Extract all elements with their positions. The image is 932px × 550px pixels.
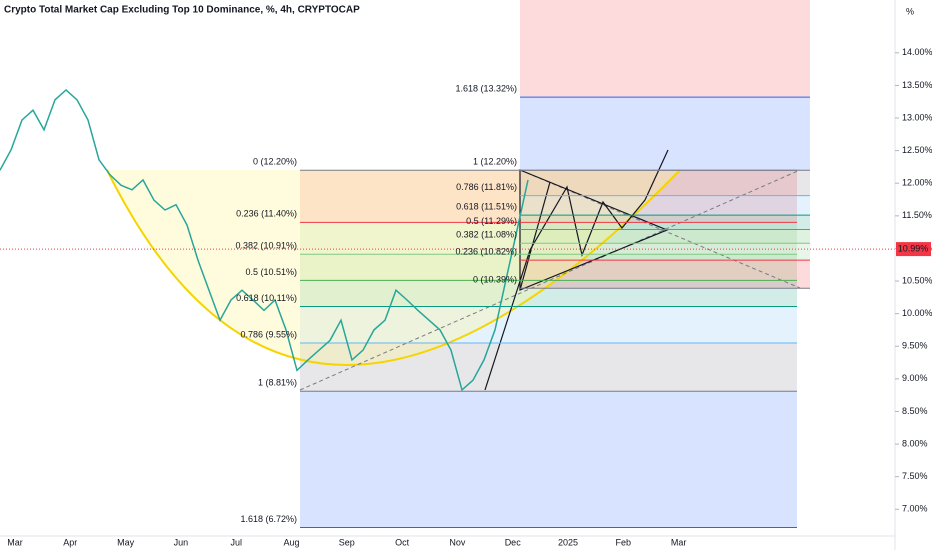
fib-zone <box>520 0 810 98</box>
fib-label: 0.236 (10.82%) <box>455 247 517 257</box>
axis-unit: % <box>906 6 914 16</box>
x-tick-label: Aug <box>283 537 299 547</box>
fib-band <box>520 229 810 244</box>
y-tick-label: 14.00% <box>902 47 932 57</box>
y-tick-label: 13.50% <box>902 80 932 90</box>
x-tick-label: Mar <box>671 537 687 547</box>
x-tick-label: Apr <box>63 537 77 547</box>
cup-curve <box>106 169 681 366</box>
chart-title: Crypto Total Market Cap Excluding Top 10… <box>4 5 360 16</box>
fib-label: 0.618 (10.11%) <box>236 293 297 303</box>
y-tick-label: 12.50% <box>902 145 932 155</box>
fib-label: 1.618 (13.32%) <box>455 84 517 94</box>
y-tick-label: 8.00% <box>902 438 928 448</box>
y-tick-label: 8.50% <box>902 406 928 416</box>
fib-band <box>520 260 810 289</box>
x-tick-label: 2025 <box>558 537 578 547</box>
fib-bands <box>300 0 810 528</box>
y-tick-label: 12.00% <box>902 178 932 188</box>
plot-area <box>0 88 895 529</box>
y-tick-label: 7.00% <box>902 504 928 514</box>
fib-label: 0.382 (10.91%) <box>235 241 297 251</box>
x-tick-label: May <box>117 537 135 547</box>
x-tick-label: Nov <box>449 537 466 547</box>
fib-label: 0.382 (11.08%) <box>456 230 517 240</box>
fib-label: 0 (12.20%) <box>253 157 297 167</box>
fib-band <box>300 170 797 223</box>
x-tick-label: Feb <box>616 537 632 547</box>
projection-path <box>484 149 669 391</box>
x-tick-label: Jun <box>174 537 189 547</box>
y-tick-label: 10.50% <box>902 275 932 285</box>
fib-band <box>520 97 810 171</box>
price-line <box>0 88 529 392</box>
y-tick-label: 9.50% <box>902 341 928 351</box>
last-price-box <box>896 242 931 257</box>
fib-label: 1 (8.81%) <box>258 378 297 388</box>
fib-band <box>300 306 797 343</box>
fib-label: 0.786 (9.55%) <box>240 329 297 339</box>
y-tick-label: 7.50% <box>902 471 928 481</box>
y-tick-label: 10.00% <box>902 308 932 318</box>
last-price-label: 10.99% <box>898 243 929 253</box>
price-axis <box>895 0 932 550</box>
fib-label: 0.236 (11.40%) <box>236 209 297 219</box>
fib-label: 1 (12.20%) <box>473 157 517 167</box>
x-tick-label: Dec <box>505 537 522 547</box>
cup-fill <box>107 170 680 365</box>
fib-label: 0.786 (11.81%) <box>456 182 517 192</box>
x-tick-label: Sep <box>339 537 355 547</box>
fib-band <box>520 243 810 261</box>
x-tick-label: Mar <box>7 537 23 547</box>
fib-label: 0.618 (11.51%) <box>456 202 517 212</box>
y-tick-label: 9.00% <box>902 373 928 383</box>
fib-band <box>300 254 797 281</box>
fib-band <box>300 391 797 528</box>
fib-band <box>300 342 797 392</box>
fib-label: 0.5 (11.29%) <box>466 216 517 226</box>
x-tick-label: Jul <box>230 537 242 547</box>
fib-label: 1.618 (6.72%) <box>240 514 297 524</box>
x-tick-label: Oct <box>395 537 410 547</box>
y-tick-label: 13.00% <box>902 112 932 122</box>
y-tick-label: 11.50% <box>902 210 932 220</box>
fib-label: 0 (10.39%) <box>473 275 517 285</box>
fib-label: 0.5 (10.51%) <box>245 267 297 277</box>
